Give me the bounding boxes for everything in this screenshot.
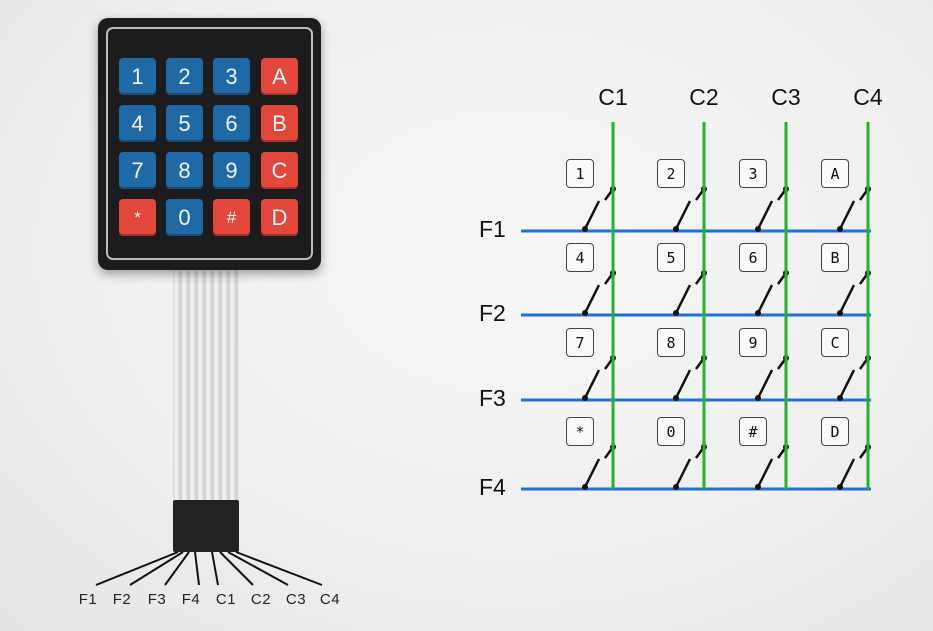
keypad-key-12[interactable]: C: [261, 152, 298, 189]
switch-2: [673, 186, 707, 232]
pin-label-f2: F2: [112, 591, 132, 608]
switch-7: [755, 270, 789, 316]
keypad-key-6[interactable]: 5: [166, 105, 203, 142]
switch-1: [582, 186, 616, 232]
switch-key-15: #: [739, 417, 767, 446]
membrane-keypad: 1 2 3 A 4 5 6 B 7 8 9 C * 0 # D: [98, 18, 321, 270]
switch-13: [582, 444, 616, 490]
ribbon-cable: [173, 270, 239, 502]
switch-14: [673, 444, 707, 490]
pin-label-f3: F3: [147, 591, 167, 608]
pin-label-f4: F4: [181, 591, 201, 608]
switch-12: [837, 355, 871, 401]
switch-key-14: 0: [657, 417, 685, 446]
keypad-key-7[interactable]: 6: [213, 105, 250, 142]
switch-key-9: 7: [566, 328, 594, 357]
switch-8: [837, 270, 871, 316]
keypad-key-9[interactable]: 7: [119, 152, 156, 189]
switch-key-6: 5: [657, 243, 685, 272]
pin-label-c4: C4: [319, 591, 341, 608]
column-label-c4: C4: [853, 84, 883, 110]
pin-label-c1: C1: [215, 591, 237, 608]
switch-key-12: C: [821, 328, 849, 357]
switch-key-5: 4: [566, 243, 594, 272]
keypad-key-16[interactable]: D: [261, 199, 298, 236]
keypad-key-14[interactable]: 0: [166, 199, 203, 236]
switch-16: [837, 444, 871, 490]
pin-label-c2: C2: [250, 591, 272, 608]
switch-key-1: 1: [566, 159, 594, 188]
switch-4: [837, 186, 871, 232]
keypad-key-13[interactable]: *: [119, 199, 156, 236]
switch-5: [582, 270, 616, 316]
switch-key-13: *: [566, 417, 594, 446]
column-label-c1: C1: [598, 84, 628, 110]
switch-key-10: 8: [657, 328, 685, 357]
pin-label-c3: C3: [285, 591, 307, 608]
keypad-key-15[interactable]: #: [213, 199, 250, 236]
switch-key-4: A: [821, 159, 849, 188]
row-label-f2: F2: [479, 300, 506, 326]
connector: [173, 500, 239, 552]
switch-key-11: 9: [739, 328, 767, 357]
keypad-frame: [106, 27, 313, 260]
row-label-f4: F4: [479, 474, 506, 500]
switch-3: [755, 186, 789, 232]
column-label-c3: C3: [771, 84, 801, 110]
keypad-key-2[interactable]: 2: [166, 58, 203, 95]
keypad-key-11[interactable]: 9: [213, 152, 250, 189]
column-label-c2: C2: [689, 84, 719, 110]
keypad-key-8[interactable]: B: [261, 105, 298, 142]
row-label-f1: F1: [479, 216, 506, 242]
keypad-key-1[interactable]: 1: [119, 58, 156, 95]
keypad-key-4[interactable]: A: [261, 58, 298, 95]
switch-key-3: 3: [739, 159, 767, 188]
switch-10: [673, 355, 707, 401]
keypad-key-10[interactable]: 8: [166, 152, 203, 189]
switch-11: [755, 355, 789, 401]
pin-label-f1: F1: [78, 591, 98, 608]
keypad-key-3[interactable]: 3: [213, 58, 250, 95]
switch-15: [755, 444, 789, 490]
switch-key-8: B: [821, 243, 849, 272]
switch-key-16: D: [821, 417, 849, 446]
row-label-f3: F3: [479, 385, 506, 411]
keypad-key-5[interactable]: 4: [119, 105, 156, 142]
switch-9: [582, 355, 616, 401]
switch-key-2: 2: [657, 159, 685, 188]
switch-6: [673, 270, 707, 316]
switch-key-7: 6: [739, 243, 767, 272]
